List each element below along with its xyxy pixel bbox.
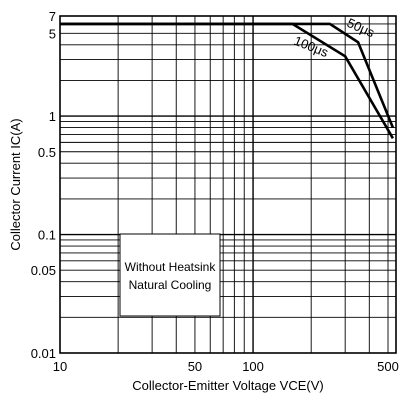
y-tick-label: 0.01 bbox=[31, 346, 56, 361]
y-tick-label: 5 bbox=[49, 26, 56, 41]
annotation-line-2: Natural Cooling bbox=[129, 278, 212, 292]
y-tick-label: 0.5 bbox=[38, 145, 56, 160]
curve-labels: 50μs 100μs bbox=[292, 15, 377, 60]
x-axis-title: Collector-Emitter Voltage VCE(V) bbox=[132, 378, 323, 393]
x-tick-label: 100 bbox=[242, 359, 264, 374]
series-line-100μs bbox=[60, 22, 395, 139]
plot-frame bbox=[59, 15, 397, 354]
y-axis-title: Collector Current IC(A) bbox=[8, 118, 23, 250]
annotation-box: Without Heatsink Natural Cooling bbox=[119, 233, 221, 317]
y-tick-label: 7 bbox=[49, 9, 56, 24]
x-tick-label: 500 bbox=[377, 359, 399, 374]
grid bbox=[60, 16, 396, 353]
annotation-line-1: Without Heatsink bbox=[125, 260, 217, 274]
y-tick-label: 0.1 bbox=[38, 228, 56, 243]
x-tick-label: 10 bbox=[53, 359, 67, 374]
x-tick-labels: 10 50 100 500 bbox=[53, 359, 399, 374]
annotation-box-frame bbox=[119, 233, 221, 317]
curves bbox=[60, 22, 395, 139]
y-tick-label: 1 bbox=[49, 109, 56, 124]
x-tick-label: 50 bbox=[188, 359, 202, 374]
y-tick-labels: 7 5 1 0.5 0.1 0.05 0.01 bbox=[31, 9, 56, 361]
y-tick-label: 0.05 bbox=[31, 263, 56, 278]
series-line-50μs bbox=[60, 22, 395, 129]
